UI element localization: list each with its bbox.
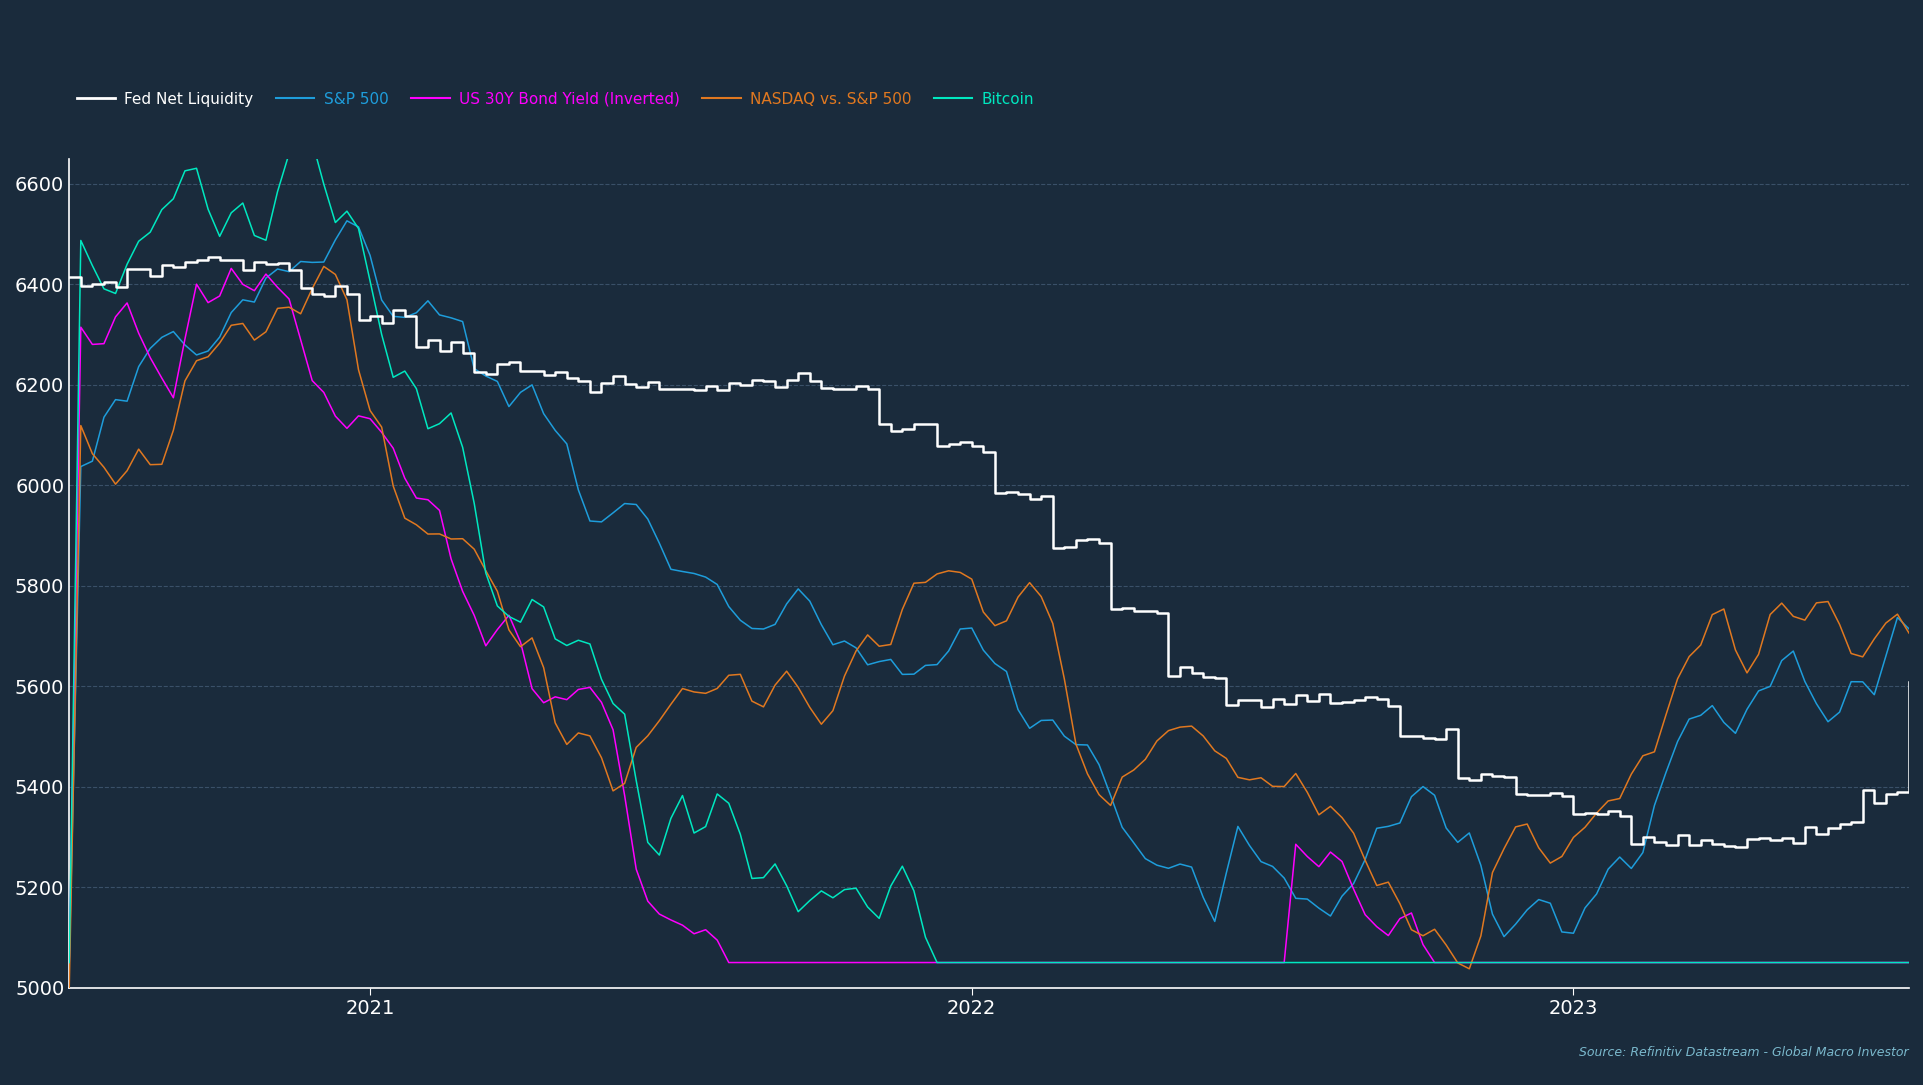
Legend: Fed Net Liquidity, S&P 500, US 30Y Bond Yield (Inverted), NASDAQ vs. S&P 500, Bi: Fed Net Liquidity, S&P 500, US 30Y Bond … xyxy=(77,91,1033,106)
Text: Source: Refinitiv Datastream - Global Macro Investor: Source: Refinitiv Datastream - Global Ma… xyxy=(1579,1046,1908,1059)
